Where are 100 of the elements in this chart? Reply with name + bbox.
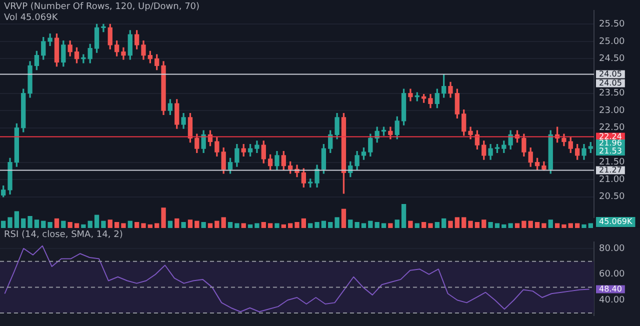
y-tick-label: 20.50	[599, 192, 626, 202]
bar	[474, 222, 480, 228]
bar	[241, 223, 246, 228]
bar	[121, 223, 126, 228]
bar	[374, 222, 380, 228]
bar	[488, 222, 493, 228]
bar	[462, 217, 466, 228]
bar	[228, 222, 233, 228]
bar	[482, 220, 486, 228]
ref-line-label: 22.24	[599, 132, 622, 141]
bar	[174, 218, 180, 228]
bar	[221, 217, 226, 228]
y-tick-label: 24.50	[599, 54, 626, 64]
bar	[94, 214, 100, 228]
bar	[194, 220, 200, 228]
bar	[188, 220, 193, 228]
bar	[248, 224, 253, 228]
bar	[261, 222, 266, 228]
bar	[341, 208, 346, 228]
bar	[441, 218, 446, 228]
candlestick	[81, 54, 86, 64]
bar	[548, 220, 553, 228]
bar	[508, 223, 513, 228]
bar	[542, 223, 546, 228]
bar	[294, 222, 300, 228]
bar	[414, 223, 420, 228]
bar	[101, 220, 106, 228]
chart-title: VRVP (Number Of Rows, 120, Up/Down, 70)	[4, 2, 200, 12]
bar	[88, 220, 92, 228]
bar	[361, 223, 366, 228]
y-tick-label: 25.00	[599, 36, 626, 47]
chart-title: RSI (14, close, SMA, 14, 2)	[4, 230, 123, 240]
bar	[454, 217, 460, 228]
bar	[448, 220, 453, 228]
text: 45.069K	[599, 217, 633, 226]
ref-line-label: 24.05	[599, 69, 622, 78]
bar	[21, 218, 26, 228]
bar	[562, 224, 566, 228]
y-tick-label: 25.50	[599, 20, 626, 30]
bar	[161, 208, 166, 228]
bar	[502, 224, 506, 228]
y-tick-label: 22.50	[599, 123, 626, 134]
bar	[108, 220, 112, 228]
bar	[334, 217, 340, 228]
text: 21.53	[599, 146, 622, 156]
bar	[8, 217, 12, 228]
bar	[74, 223, 80, 228]
bar	[514, 223, 520, 228]
bar	[328, 222, 333, 228]
bar	[354, 222, 360, 228]
bar	[28, 216, 32, 228]
bar	[494, 223, 500, 228]
bar	[421, 222, 426, 228]
bar	[434, 222, 440, 228]
ref-line-label: 21.27	[599, 165, 622, 174]
bar	[348, 220, 353, 228]
bar	[428, 223, 433, 228]
bar	[154, 223, 160, 228]
text: 48.40	[599, 284, 622, 294]
bar	[81, 224, 86, 228]
bar	[148, 224, 153, 228]
bar	[394, 220, 400, 228]
bar	[568, 223, 573, 228]
bar	[574, 223, 580, 228]
bar	[301, 218, 306, 228]
bar	[181, 222, 186, 228]
bar	[468, 220, 473, 228]
bar	[201, 222, 206, 228]
bar	[134, 222, 140, 228]
bar	[534, 222, 540, 228]
bar	[274, 223, 280, 228]
y-tick-label: 21.50	[599, 158, 626, 168]
bar	[288, 223, 293, 228]
bar	[141, 223, 146, 228]
bar	[208, 223, 213, 228]
bar	[1, 220, 6, 228]
bar	[528, 220, 533, 228]
y-tick-label: 23.50	[599, 88, 626, 99]
bar	[214, 220, 220, 228]
bar	[48, 222, 52, 228]
bar	[128, 220, 132, 228]
bar	[388, 223, 393, 228]
y-tick-label: 40.00	[599, 295, 626, 306]
bar	[408, 220, 413, 228]
y-tick-label: 23.00	[599, 106, 626, 116]
bar	[54, 218, 60, 228]
chart-subtitle: Vol 45.069K	[4, 12, 59, 23]
y-tick-label: 60.00	[599, 270, 626, 280]
bar	[314, 222, 320, 228]
bar	[281, 224, 286, 228]
bar	[34, 220, 40, 228]
bar	[321, 220, 326, 228]
bar	[582, 224, 586, 228]
text: 24.05	[599, 78, 622, 88]
text: 21.96	[599, 138, 622, 148]
bar	[254, 223, 260, 228]
candlestick	[101, 24, 106, 32]
y-tick-label: 80.00	[599, 244, 626, 254]
bar	[68, 222, 72, 228]
bar	[268, 223, 273, 228]
